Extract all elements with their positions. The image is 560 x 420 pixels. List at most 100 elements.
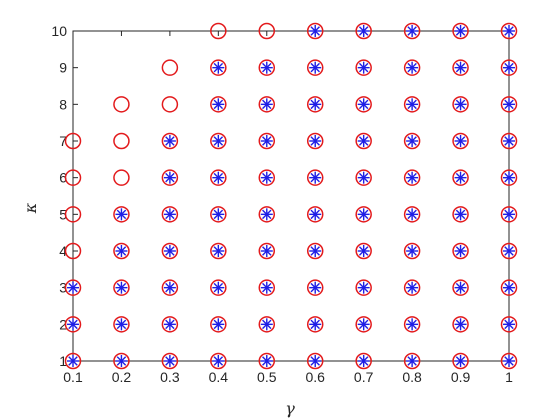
asterisk-stroke (116, 356, 127, 366)
data-point-asterisk (406, 281, 419, 294)
data-point-circle (161, 132, 179, 150)
data-point-asterisk (212, 281, 225, 294)
data-point-circle (306, 242, 324, 260)
data-point-circle (210, 206, 227, 223)
asterisk-stroke (213, 209, 224, 220)
data-point-asterisk (163, 135, 176, 147)
data-point-circle (355, 279, 372, 296)
data-point-asterisk (309, 208, 322, 221)
asterisk-stroke (310, 246, 320, 256)
data-point-asterisk (115, 355, 128, 367)
data-point-asterisk (503, 171, 515, 184)
data-point-circle (452, 242, 469, 260)
asterisk-stroke (455, 282, 466, 293)
asterisk-stroke (262, 136, 272, 146)
data-point-asterisk (212, 171, 225, 184)
data-point-circle (113, 206, 130, 223)
data-point-asterisk (406, 61, 419, 74)
asterisk-stroke (504, 26, 514, 36)
asterisk-stroke (213, 172, 224, 183)
data-point-circle (403, 206, 421, 223)
data-point-asterisk (260, 171, 273, 184)
asterisk-stroke (310, 99, 320, 110)
plot-markers (64, 22, 518, 370)
asterisk-stroke (165, 136, 175, 146)
asterisk-stroke (262, 319, 272, 330)
asterisk-stroke (310, 26, 320, 36)
data-point-circle (258, 132, 276, 150)
y-tick-label: 5 (59, 206, 67, 222)
asterisk-stroke (358, 62, 369, 73)
data-point-circle (500, 132, 518, 150)
data-point-asterisk (503, 281, 515, 294)
data-point-circle (113, 242, 130, 260)
data-point-circle (113, 352, 130, 370)
data-point-circle (306, 169, 324, 186)
data-point-asterisk (212, 245, 225, 257)
data-point-circle (210, 279, 227, 296)
data-point-circle (161, 242, 179, 260)
asterisk-stroke (213, 136, 224, 146)
asterisk-stroke (213, 246, 224, 256)
asterisk-stroke (213, 319, 224, 330)
data-point-circle (355, 132, 372, 150)
data-point-asterisk (503, 245, 515, 257)
data-point-asterisk (454, 171, 467, 184)
asterisk-stroke (262, 172, 272, 183)
asterisk-stroke (310, 209, 320, 220)
data-point-circle (306, 96, 324, 113)
asterisk-stroke (262, 282, 272, 293)
data-point-asterisk (454, 98, 467, 111)
data-point-circle (403, 59, 421, 76)
asterisk-stroke (504, 356, 514, 366)
asterisk-stroke (504, 172, 514, 183)
data-point-circle (306, 22, 324, 40)
asterisk-stroke (407, 172, 417, 183)
data-point-asterisk (503, 25, 515, 37)
data-point-circle (258, 279, 276, 296)
asterisk-stroke (213, 356, 224, 366)
data-point-circle (258, 242, 276, 260)
data-point-asterisk (454, 281, 467, 294)
asterisk-stroke (68, 356, 78, 366)
data-point-asterisk (454, 135, 467, 147)
asterisk-stroke (358, 26, 369, 36)
data-point-asterisk (454, 318, 467, 331)
y-tick-label: 2 (59, 316, 67, 332)
asterisk-stroke (116, 209, 127, 220)
x-tick-label: 1 (505, 369, 513, 385)
data-point-asterisk (357, 281, 370, 294)
y-tick-label: 8 (59, 96, 67, 112)
asterisk-stroke (407, 62, 417, 73)
data-point-circle (210, 96, 227, 113)
asterisk-stroke (407, 136, 417, 146)
data-point-asterisk (357, 135, 370, 147)
data-point-asterisk (357, 98, 370, 111)
x-tick-label: 0.6 (305, 369, 325, 385)
data-point-asterisk (67, 318, 79, 331)
data-point-circle (64, 352, 82, 370)
asterisk-stroke (504, 246, 514, 256)
asterisk-stroke (262, 246, 272, 256)
asterisk-stroke (165, 282, 175, 293)
asterisk-stroke (262, 209, 272, 220)
data-point-asterisk (309, 61, 322, 74)
asterisk-stroke (262, 356, 272, 366)
data-point-circle (500, 169, 518, 186)
data-point-asterisk (406, 208, 419, 221)
asterisk-stroke (165, 319, 175, 330)
data-point-circle (210, 59, 227, 76)
data-point-asterisk (503, 135, 515, 147)
data-point-asterisk (260, 355, 273, 367)
asterisk-stroke (310, 136, 320, 146)
data-point-circle (500, 59, 518, 76)
data-point-asterisk (454, 25, 467, 37)
asterisk-stroke (455, 356, 466, 366)
asterisk-stroke (455, 209, 466, 220)
data-point-circle (258, 22, 276, 40)
data-point-circle (403, 352, 421, 370)
y-tick-label: 3 (59, 280, 67, 296)
data-point-circle (306, 316, 324, 333)
data-point-circle (355, 169, 372, 186)
